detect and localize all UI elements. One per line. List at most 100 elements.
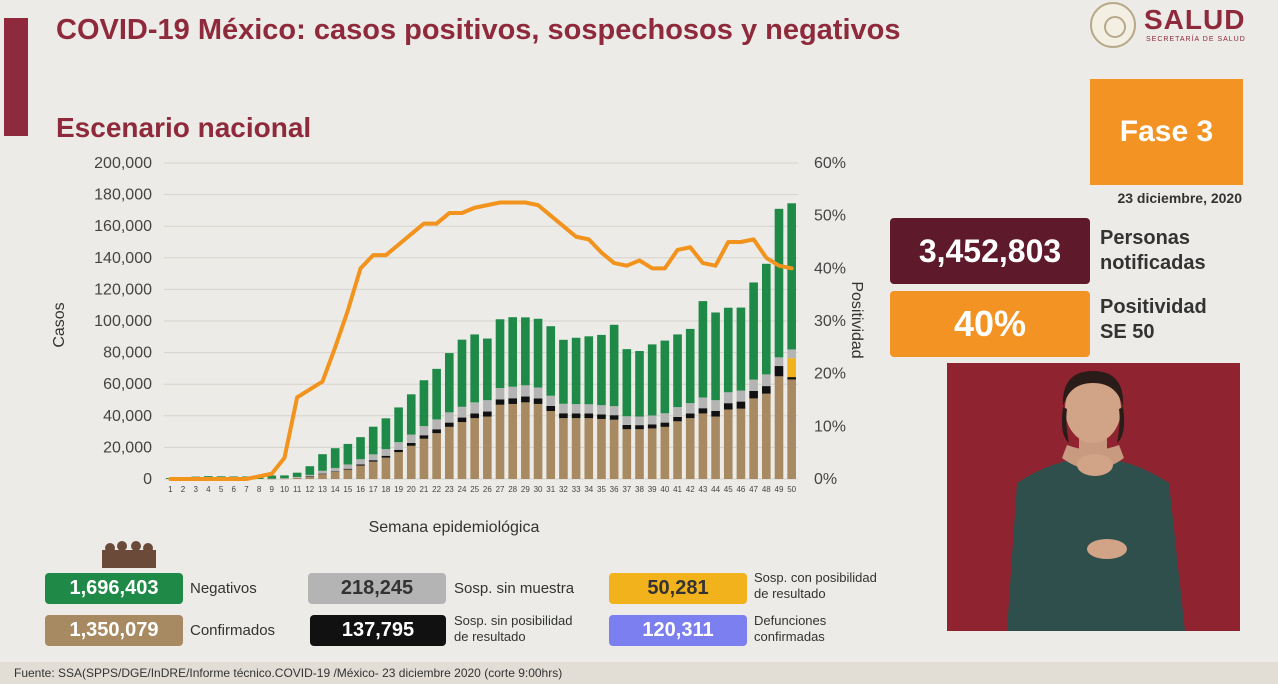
bar-sosp-sin-posibilidad-de-resultado [647, 424, 657, 429]
bar-negativos [343, 443, 353, 465]
bar-confirmados [673, 421, 682, 479]
bar-negativos [292, 472, 302, 477]
x-tick-label: 33 [572, 485, 581, 494]
bar-sosp-sin-muestra [774, 357, 784, 367]
bar-negativos [280, 475, 289, 479]
x-tick-label: 35 [597, 485, 606, 494]
bar-confirmados [318, 473, 327, 479]
bar-sosp-sin-posibilidad-de-resultado [673, 416, 682, 422]
gobierno-de-mexico-logo [98, 540, 160, 570]
bar-sosp-sin-posibilidad-de-resultado [483, 411, 492, 417]
x-tick-label: 15 [343, 485, 352, 494]
x-tick-label: 17 [369, 485, 378, 494]
bar-sosp-sin-muestra [559, 403, 568, 414]
coat-of-arms-icon [1090, 2, 1136, 48]
bar-negativos [597, 334, 606, 406]
y2-tick-label: 50% [814, 208, 846, 225]
bar-negativos [787, 203, 796, 350]
x-tick-label: 19 [394, 485, 403, 494]
logo-text: SALUD [1144, 4, 1246, 35]
bar-sosp-sin-muestra [761, 374, 771, 387]
bar-sosp-sin-muestra [571, 404, 581, 414]
bar-confirmados [774, 376, 784, 479]
y-tick-label: 200,000 [94, 155, 152, 172]
bar-negativos [267, 475, 277, 479]
x-tick-label: 28 [508, 485, 517, 494]
phase-badge: Fase 3 [1090, 79, 1243, 185]
bar-negativos [508, 317, 518, 387]
x-tick-label: 20 [407, 485, 416, 494]
x-tick-label: 18 [381, 485, 390, 494]
bar-confirmados [584, 418, 594, 479]
bar-negativos [533, 318, 543, 388]
bar-confirmados [597, 418, 606, 479]
bar-sosp-sin-posibilidad-de-resultado [749, 390, 758, 399]
legend-con-posibilidad-line-1: Sosp. con posibilidad [754, 570, 877, 585]
cases-chart-svg: 0 20,000 40,000 60,000 80,000 100,000 120,000 1… [51, 155, 865, 536]
logo-subtext: SECRETARÍA DE SALUD [1146, 36, 1246, 43]
bar-sosp-sin-muestra [546, 395, 556, 406]
bar-sosp-sin-posibilidad-de-resultado [723, 403, 733, 410]
x-tick-label: 50 [787, 485, 796, 494]
legend-confirmados-label: Confirmados [190, 622, 276, 639]
positivity-label-line-2: SE 50 [1100, 321, 1155, 343]
x-tick-label: 34 [584, 485, 593, 494]
x-tick-label: 10 [280, 485, 289, 494]
bar-negativos [647, 344, 657, 416]
bar-sosp-sin-posibilidad-de-resultado [584, 413, 594, 419]
title-accent-bar [4, 18, 28, 136]
x-tick-label: 39 [648, 485, 657, 494]
bar-negativos [571, 337, 581, 405]
bar-sosp-sin-posibilidad-de-resultado [457, 417, 467, 423]
bar-sosp-sin-muestra [470, 402, 479, 414]
bar-negativos [609, 324, 619, 407]
x-tick-label: 26 [483, 485, 492, 494]
bar-sosp-sin-posibilidad-de-resultado [394, 449, 403, 453]
bar-negativos [660, 340, 670, 414]
bar-sosp-sin-muestra [483, 400, 492, 412]
interpreter-figure-icon [947, 363, 1240, 631]
bar-sosp-sin-muestra [292, 476, 302, 478]
bar-negativos [457, 339, 467, 407]
bar-confirmados [749, 398, 758, 479]
bar-negativos [698, 301, 708, 398]
x-tick-label: 7 [244, 485, 249, 494]
positivity-line [168, 200, 794, 481]
x-tick-label: 13 [318, 485, 327, 494]
bar-sosp-sin-muestra [673, 407, 682, 417]
legend-sin-posibilidad-value: 137,795 [310, 615, 446, 646]
y-tick-label: 180,000 [94, 187, 152, 204]
bar-sosp-sin-posibilidad-de-resultado [470, 413, 479, 419]
x-tick-label: 49 [775, 485, 784, 494]
bar-sosp-sin-muestra [368, 454, 378, 461]
bar-sosp-sin-muestra [736, 390, 746, 402]
bar-confirmados [330, 471, 340, 479]
bar-confirmados [635, 429, 644, 479]
bar-sosp-sin-posibilidad-de-resultado [444, 422, 454, 427]
bar-sosp-sin-posibilidad-de-resultado [406, 442, 416, 446]
bar-confirmados [761, 393, 771, 479]
y2-tick-label: 10% [814, 418, 846, 435]
bar-confirmados [419, 438, 429, 479]
x-tick-label: 3 [193, 485, 198, 494]
page-title: COVID-19 México: casos positivos, sospec… [56, 14, 901, 46]
bar-sosp-sin-muestra [457, 406, 467, 418]
x-tick-label: 45 [724, 485, 733, 494]
bar-confirmados [559, 418, 568, 479]
bar-sosp-sin-muestra [521, 385, 530, 397]
bar-sosp-sin-muestra [749, 379, 758, 391]
y-axis-label: Casos [51, 302, 68, 347]
legend-con-posibilidad-value: 50,281 [609, 573, 747, 604]
bar-negativos [521, 317, 530, 386]
x-tick-label: 31 [546, 485, 555, 494]
bar-sosp-sin-muestra [419, 426, 429, 436]
positivity-line-layer [168, 200, 794, 481]
bar-confirmados [381, 457, 391, 479]
bar-confirmados [736, 408, 746, 479]
persons-label-line-2: notificadas [1100, 252, 1206, 274]
bar-confirmados [292, 477, 302, 479]
report-date: 23 diciembre, 2020 [1117, 190, 1242, 206]
positivity-value: 40% [890, 291, 1090, 357]
bar-negativos [774, 208, 784, 358]
bar-sosp-sin-muestra [685, 403, 695, 414]
